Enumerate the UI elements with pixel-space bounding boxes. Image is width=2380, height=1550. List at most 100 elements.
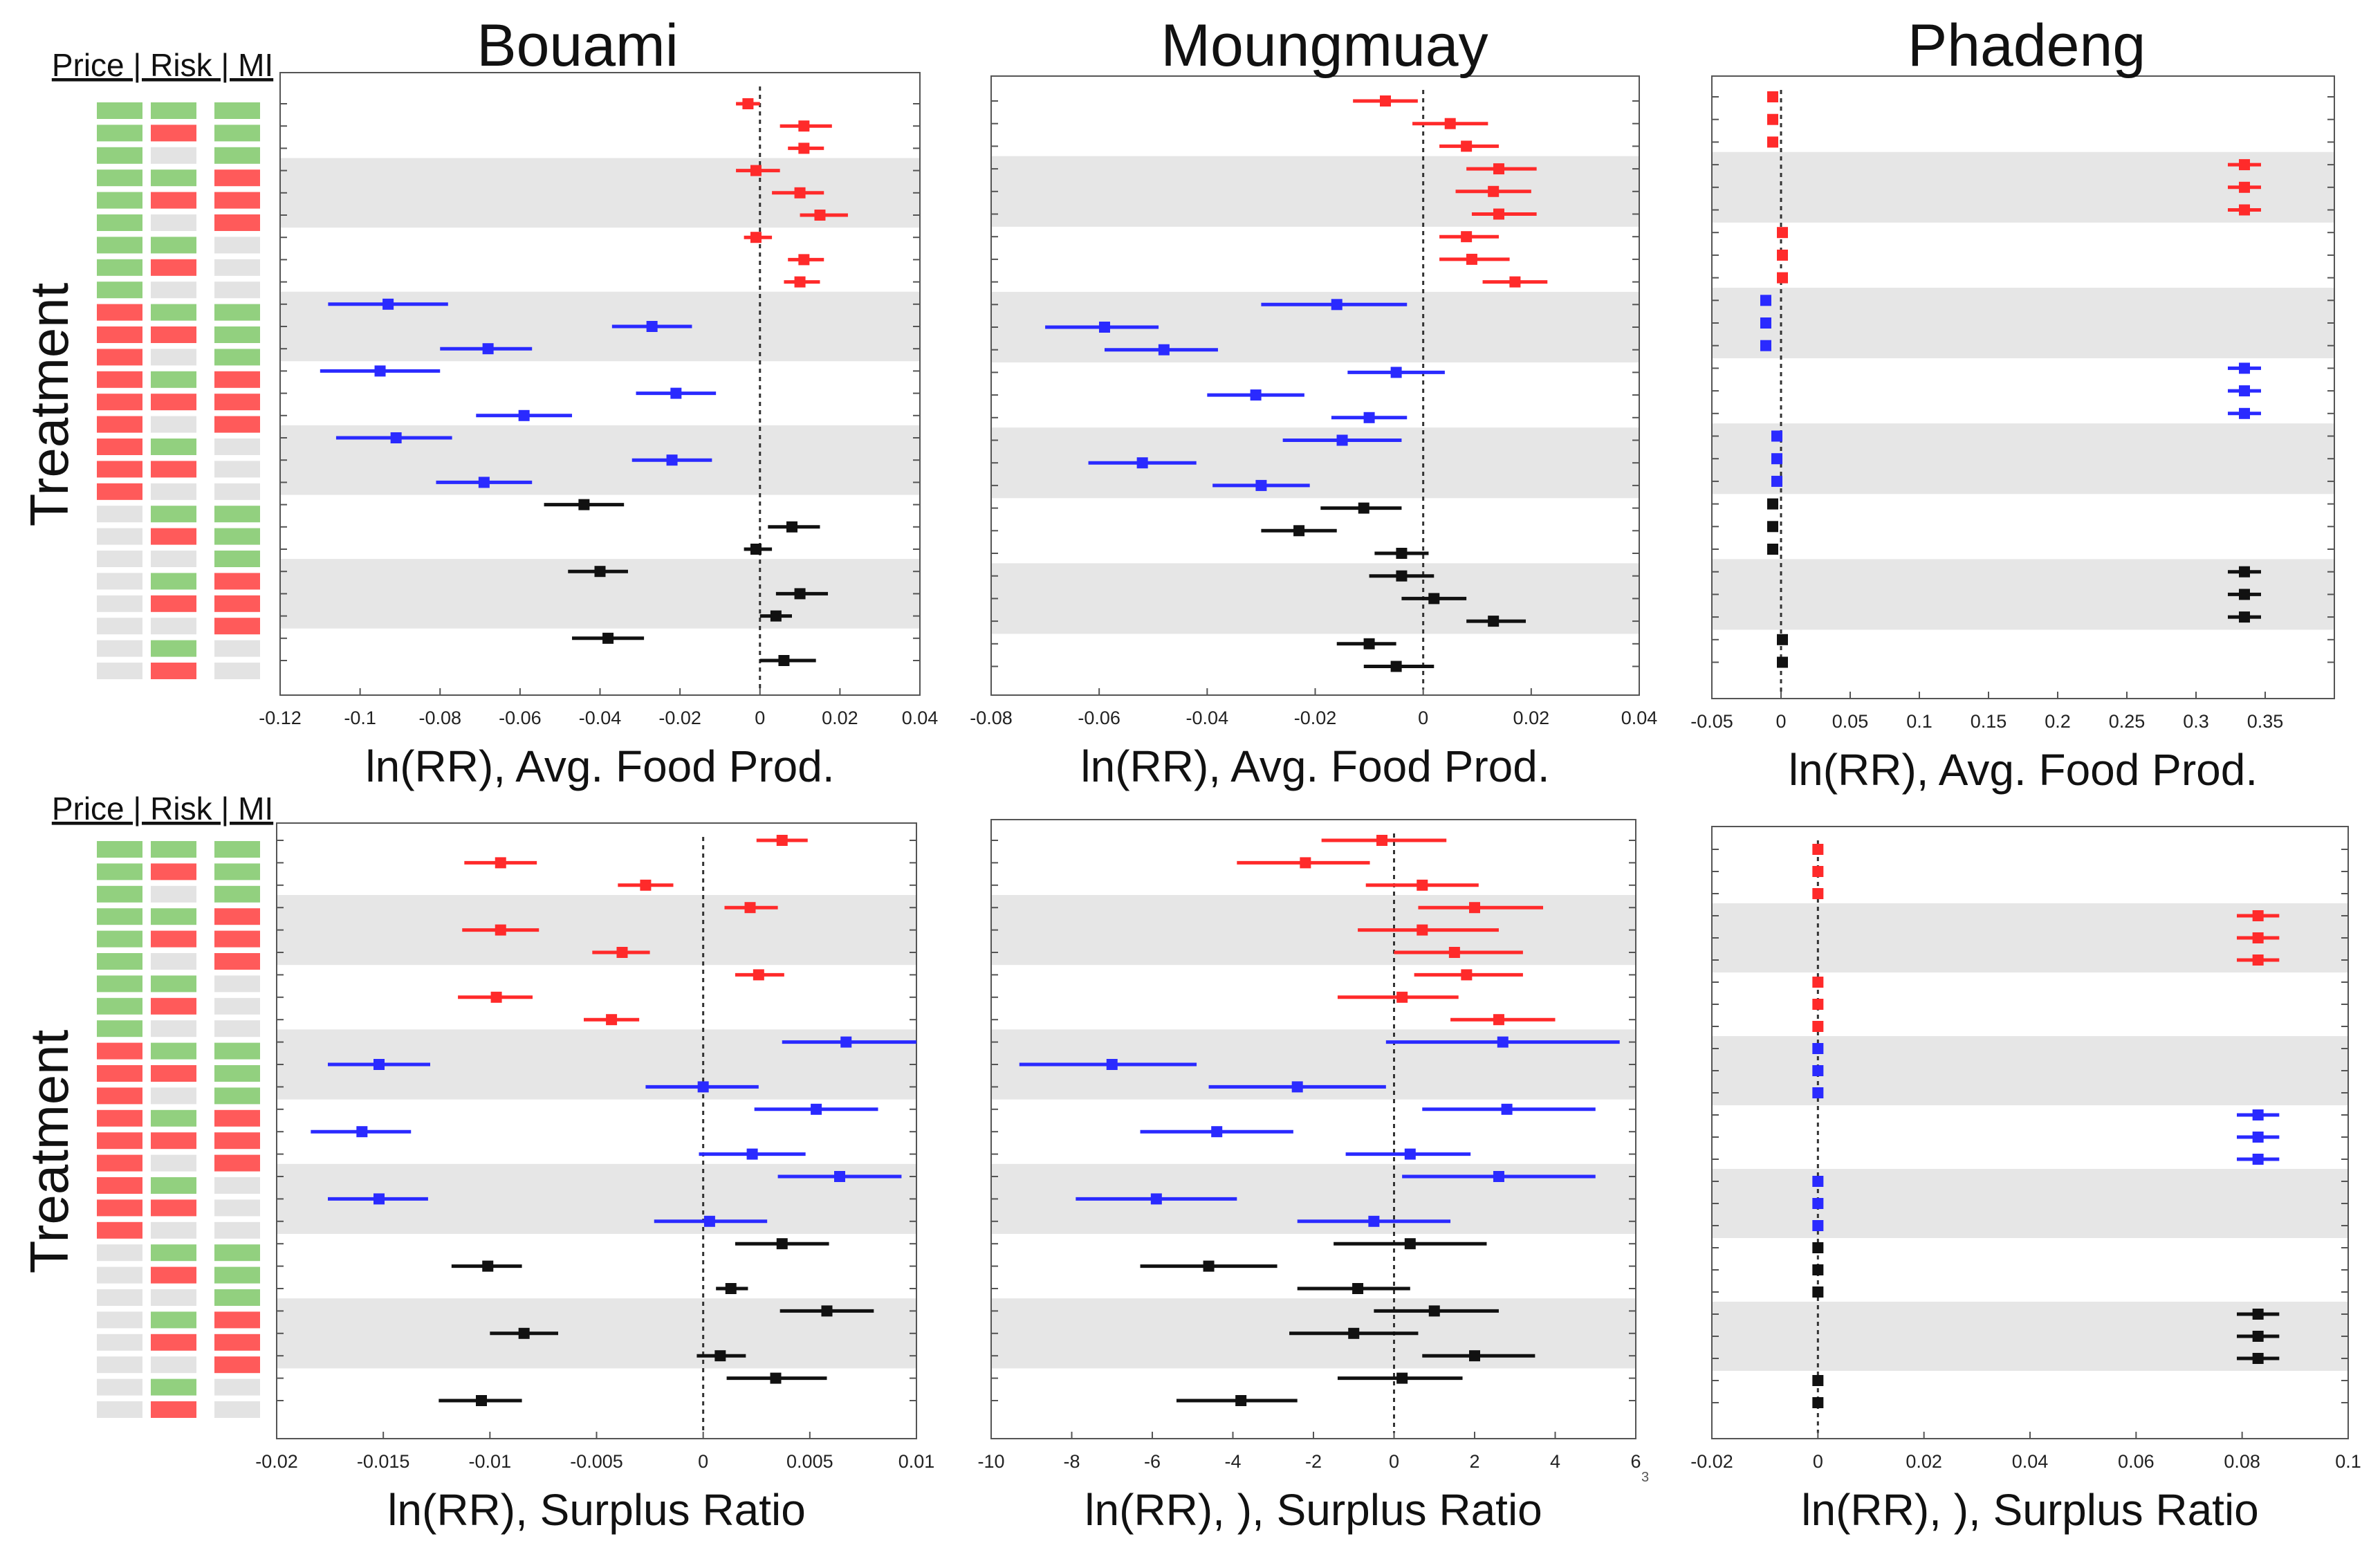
xtick-label-0-6: 0	[755, 708, 765, 728]
grid-cell-top-8-0	[97, 282, 142, 299]
xtick-label-3-1: -0.015	[357, 1451, 410, 1472]
grid-cell-top-1-2	[214, 124, 260, 142]
grid-cell-bottom-13-2	[214, 1132, 260, 1150]
grid-cell-top-6-2	[214, 237, 260, 254]
xtick-label-2-2: 0.05	[1832, 711, 1869, 732]
grid-cell-bottom-8-0	[97, 1020, 142, 1037]
xtick-label-0-5: -0.02	[658, 708, 701, 728]
point-2-blue-8	[1771, 475, 1782, 487]
point-2-blue-6	[1771, 430, 1782, 442]
point-1-black-4	[1428, 593, 1440, 605]
xtick-label-2-0: -0.05	[1690, 711, 1733, 732]
grid-cell-top-17-0	[97, 483, 142, 500]
point-3-red-6	[753, 969, 764, 981]
grid-cell-bottom-1-1	[151, 863, 196, 880]
grid-cell-top-23-0	[97, 618, 142, 635]
grid-cell-bottom-6-1	[151, 975, 196, 993]
point-1-red-0	[1380, 95, 1392, 107]
point-2-black-1	[1767, 521, 1778, 533]
grid-cell-bottom-6-0	[97, 975, 142, 993]
point-1-black-1	[1293, 525, 1305, 537]
point-4-blue-5	[1404, 1148, 1416, 1160]
grid-cell-bottom-12-0	[97, 1109, 142, 1127]
point-0-blue-3	[374, 365, 386, 377]
xtick-label-3-6: 0.01	[898, 1451, 935, 1472]
grid-cell-bottom-13-1	[151, 1132, 196, 1150]
point-1-black-6	[1363, 638, 1375, 649]
grid-cell-top-5-1	[151, 214, 196, 231]
grid-cell-top-7-1	[151, 259, 196, 276]
xtick-label-2-7: 0.3	[2183, 711, 2209, 732]
point-2-blue-0	[1760, 295, 1771, 306]
point-1-red-5	[1493, 208, 1504, 220]
point-3-blue-0	[840, 1036, 852, 1048]
xtick-label-0-2: -0.08	[418, 708, 461, 728]
xtick-label-4-6: 2	[1469, 1451, 1479, 1472]
grid-cell-top-1-0	[97, 124, 142, 142]
grid-cell-top-21-0	[97, 573, 142, 590]
point-1-red-2	[1461, 140, 1473, 152]
panel-1: -0.08 -0.06 -0.04 -0.02 0 0.02 0.04 ln(RR), Avg…	[970, 12, 1657, 791]
grid-cell-top-25-1	[151, 663, 196, 679]
point-1-black-0	[1358, 502, 1369, 514]
grid-cell-bottom-3-1	[151, 908, 196, 925]
point-4-red-6	[1461, 969, 1473, 981]
point-2-red-4	[2239, 181, 2250, 193]
point-2-blue-4	[2239, 385, 2250, 397]
point-5-red-8	[1812, 1021, 1824, 1032]
grid-cell-top-17-2	[214, 483, 260, 500]
grid-cell-top-4-2	[214, 192, 260, 209]
point-0-black-4	[794, 588, 806, 600]
grid-cell-top-10-1	[151, 326, 196, 343]
grid-cell-bottom-1-0	[97, 863, 142, 880]
grid-cell-top-5-2	[214, 214, 260, 231]
band-2-1	[1713, 287, 2334, 359]
point-2-red-3	[2239, 159, 2250, 171]
point-4-red-7	[1396, 991, 1408, 1003]
grid-cell-bottom-22-0	[97, 1334, 142, 1351]
point-1-red-6	[1461, 231, 1473, 243]
band-4-0	[992, 895, 1635, 966]
grid-cell-bottom-15-2	[214, 1177, 260, 1194]
grid-cell-bottom-19-1	[151, 1266, 196, 1284]
point-3-red-7	[490, 991, 502, 1003]
grid-cell-bottom-21-0	[97, 1311, 142, 1329]
point-4-red-0	[1376, 835, 1388, 846]
grid-cell-bottom-24-0	[97, 1378, 142, 1396]
grid-header-top: Price | Risk | MI	[52, 47, 273, 83]
grid-cell-top-16-0	[97, 461, 142, 478]
grid-cell-bottom-25-0	[97, 1401, 142, 1418]
xlabel-0: ln(RR), Avg. Food Prod.	[365, 741, 834, 791]
grid-cell-top-16-1	[151, 461, 196, 478]
grid-cell-top-14-0	[97, 416, 142, 433]
point-4-red-5	[1448, 947, 1460, 958]
xtick-label-5-6: 0.1	[2335, 1451, 2361, 1472]
xtick-label-4-0: -10	[977, 1451, 1004, 1472]
point-4-black-0	[1404, 1238, 1416, 1250]
treatment-grid	[97, 102, 260, 1418]
xtick-label-1-0: -0.08	[970, 708, 1013, 728]
point-1-red-8	[1509, 276, 1521, 288]
panel-3: -0.02 -0.015 -0.01 -0.005 0 0.005 0.01 ln(RR), …	[255, 822, 935, 1535]
point-2-red-0	[1767, 91, 1778, 102]
grid-cell-top-25-2	[214, 663, 260, 679]
grid-cell-top-14-1	[151, 416, 196, 433]
grid-cell-top-19-1	[151, 528, 196, 545]
point-5-red-0	[1812, 844, 1824, 855]
point-5-red-2	[1812, 888, 1824, 899]
grid-cell-bottom-9-0	[97, 1042, 142, 1060]
grid-cell-bottom-17-2	[214, 1221, 260, 1239]
xtick-label-3-3: -0.005	[570, 1451, 623, 1472]
point-2-black-3	[2239, 566, 2250, 578]
xlabel-4: ln(RR), ), Surplus Ratio	[1085, 1485, 1542, 1535]
grid-cell-top-23-1	[151, 618, 196, 635]
grid-cell-top-10-2	[214, 326, 260, 343]
grid-cell-bottom-1-2	[214, 863, 260, 880]
grid-cell-bottom-7-2	[214, 997, 260, 1015]
point-2-blue-2	[1760, 340, 1771, 351]
xtick-label-4-7: 4	[1550, 1451, 1560, 1472]
point-0-blue-1	[646, 321, 658, 332]
point-5-blue-8	[1812, 1220, 1824, 1231]
grid-cell-top-24-2	[214, 640, 260, 657]
grid-cell-top-3-2	[214, 169, 260, 187]
